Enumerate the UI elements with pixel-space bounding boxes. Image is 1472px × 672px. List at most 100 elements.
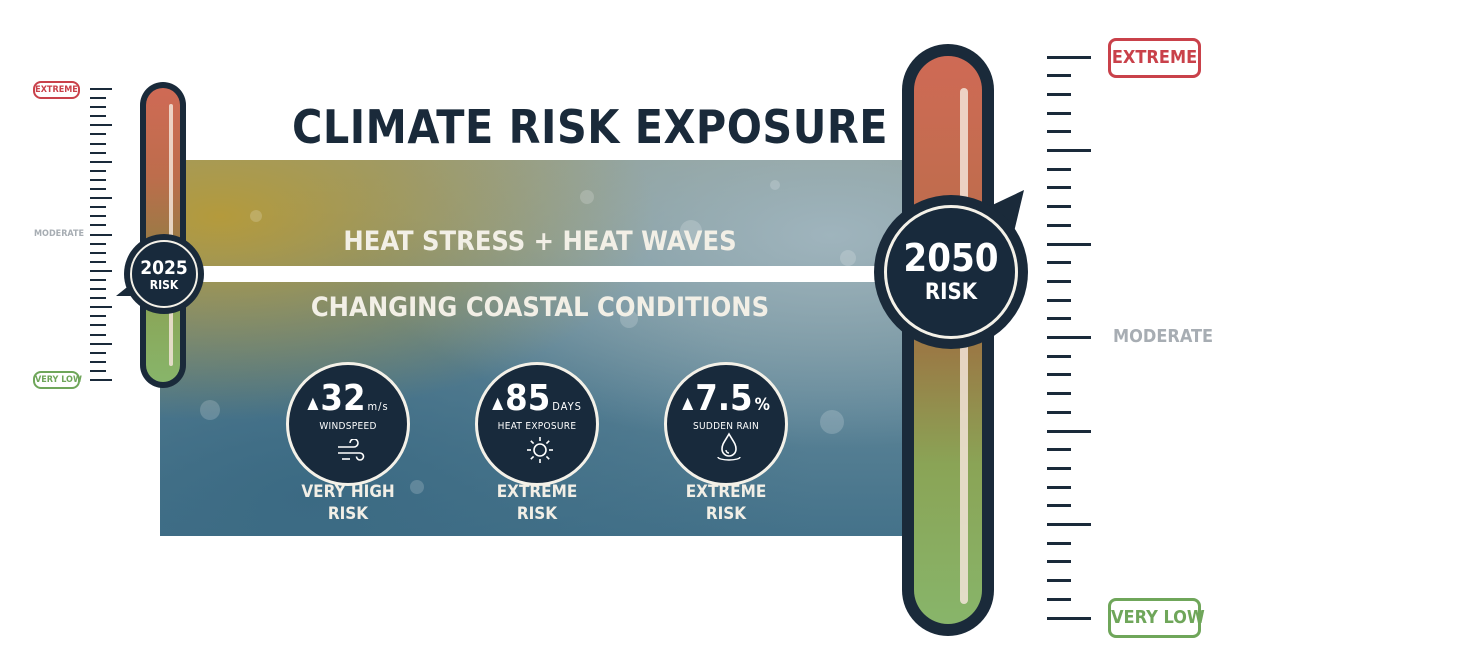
- sudden-rain-risk-level: EXTREME: [685, 482, 767, 502]
- scale-tick: [90, 369, 106, 372]
- scale-tick: [90, 242, 106, 245]
- scale-tick: [90, 269, 112, 272]
- scale-tick: [90, 233, 112, 236]
- scale-tick: [1047, 597, 1071, 601]
- badge-2050: 2050 RISK: [884, 205, 1018, 339]
- scale-tick: [90, 151, 106, 154]
- scale-tick: [90, 360, 106, 363]
- scale-tick: [1047, 392, 1071, 396]
- scale-tick: [90, 297, 106, 300]
- scale-tick: [90, 342, 112, 345]
- scale-tick: [90, 197, 112, 200]
- scale-tick: [90, 124, 112, 127]
- scale-tick: [90, 379, 112, 381]
- sun-icon: [527, 437, 553, 463]
- heat-exposure-label: HEAT EXPOSURE: [497, 421, 577, 432]
- sudden-rain-value: 7.5: [695, 378, 753, 419]
- scale-tick: [90, 324, 106, 327]
- scale-tick: [1047, 410, 1071, 414]
- scale-tick: [1047, 448, 1071, 452]
- scale-tick: [90, 260, 106, 263]
- scale-tick: [90, 97, 106, 100]
- scale-tick: [1047, 429, 1091, 433]
- scale-tick: [90, 278, 106, 281]
- wind-icon: [338, 439, 365, 461]
- sudden-rain-label: SUDDEN RAIN: [692, 421, 760, 432]
- scale-tick: [1047, 373, 1071, 377]
- scale-tick: [1047, 167, 1071, 171]
- scale-tick: [1047, 92, 1071, 96]
- scale-tick: [1047, 541, 1071, 545]
- heat-exposure-value: 85: [505, 378, 551, 419]
- heat-exposure-stat: ▲85 DAYS HEAT EXPOSURE: [475, 362, 599, 486]
- scale-2050-extreme-label: EXTREME: [1108, 38, 1201, 78]
- scale-tick: [1047, 354, 1071, 358]
- scale-tick: [1047, 74, 1071, 78]
- scale-tick: [90, 224, 106, 227]
- scale-tick: [1047, 111, 1071, 115]
- scale-tick: [1047, 55, 1091, 59]
- scale-2025-extreme-label: EXTREME: [33, 81, 80, 99]
- scale-tick: [90, 106, 106, 109]
- scale-tick: [90, 206, 106, 209]
- windspeed-stat: ▲32 m/s WINDSPEED: [286, 362, 410, 486]
- scale-tick: [90, 160, 112, 163]
- scale-tick: [1047, 317, 1071, 321]
- scale-tick: [90, 306, 112, 309]
- section-coastal-title: CHANGING COASTAL CONDITIONS: [310, 292, 770, 323]
- scale-tick: [1047, 186, 1071, 190]
- increase-triangle-icon: ▲: [492, 393, 504, 412]
- badge-2025: 2025 RISK: [130, 240, 198, 308]
- section-divider: [160, 266, 905, 282]
- scale-tick: [1047, 149, 1091, 152]
- increase-triangle-icon: ▲: [682, 393, 694, 412]
- scale-tick: [90, 133, 106, 136]
- scale-tick: [1047, 616, 1091, 620]
- scale-tick: [90, 251, 106, 254]
- scale-tick: [90, 351, 106, 354]
- windspeed-value: 32: [320, 378, 366, 419]
- scale-tick: [90, 169, 106, 172]
- badge-2050-label: RISK: [924, 280, 978, 305]
- section-heat-title: HEAT STRESS + HEAT WAVES: [343, 226, 737, 257]
- sudden-rain-risk: EXTREME RISK: [664, 481, 788, 525]
- sudden-rain-stat: ▲7.5% SUDDEN RAIN: [664, 362, 788, 486]
- windspeed-risk-level: VERY HIGH: [301, 482, 395, 502]
- windspeed-risk-word: RISK: [327, 504, 369, 524]
- scale-tick: [1047, 130, 1071, 134]
- scale-tick: [1047, 298, 1071, 302]
- increase-triangle-icon: ▲: [307, 393, 319, 412]
- scale-tick: [1047, 279, 1071, 283]
- scale-tick: [1047, 336, 1091, 339]
- scale-2025-very-low-label: VERY LOW: [33, 371, 82, 389]
- scale-tick: [90, 142, 106, 145]
- scale-tick: [1047, 523, 1091, 526]
- page-title: CLIMATE RISK EXPOSURE: [292, 100, 888, 154]
- water-drop-icon: [717, 432, 741, 461]
- scale-tick: [1047, 223, 1071, 227]
- windspeed-label: WINDSPEED: [319, 421, 377, 432]
- scale-tick: [90, 88, 112, 90]
- heat-exposure-unit: DAYS: [552, 400, 582, 413]
- scale-tick: [1047, 579, 1071, 583]
- scale-tick: [90, 288, 106, 291]
- scale-tick: [90, 178, 106, 181]
- heat-exposure-risk-level: EXTREME: [496, 482, 578, 502]
- badge-2050-pointer: [986, 190, 1024, 232]
- scale-tick: [90, 333, 106, 336]
- scale-tick: [1047, 261, 1071, 265]
- heat-exposure-risk: EXTREME RISK: [475, 481, 599, 525]
- badge-2050-year: 2050: [903, 236, 999, 280]
- heat-exposure-risk-word: RISK: [516, 504, 558, 524]
- scale-tick: [1047, 485, 1071, 489]
- scale-2050-moderate-label: MODERATE: [1113, 326, 1214, 347]
- sudden-rain-risk-word: RISK: [705, 504, 747, 524]
- scale-tick: [90, 215, 106, 218]
- scale-tick: [1047, 504, 1071, 508]
- scale-tick: [1047, 560, 1071, 564]
- scale-tick: [90, 188, 106, 191]
- scale-tick: [90, 115, 106, 118]
- scale-tick: [90, 315, 106, 318]
- sudden-rain-unit: %: [754, 395, 770, 415]
- scale-tick: [1047, 466, 1071, 470]
